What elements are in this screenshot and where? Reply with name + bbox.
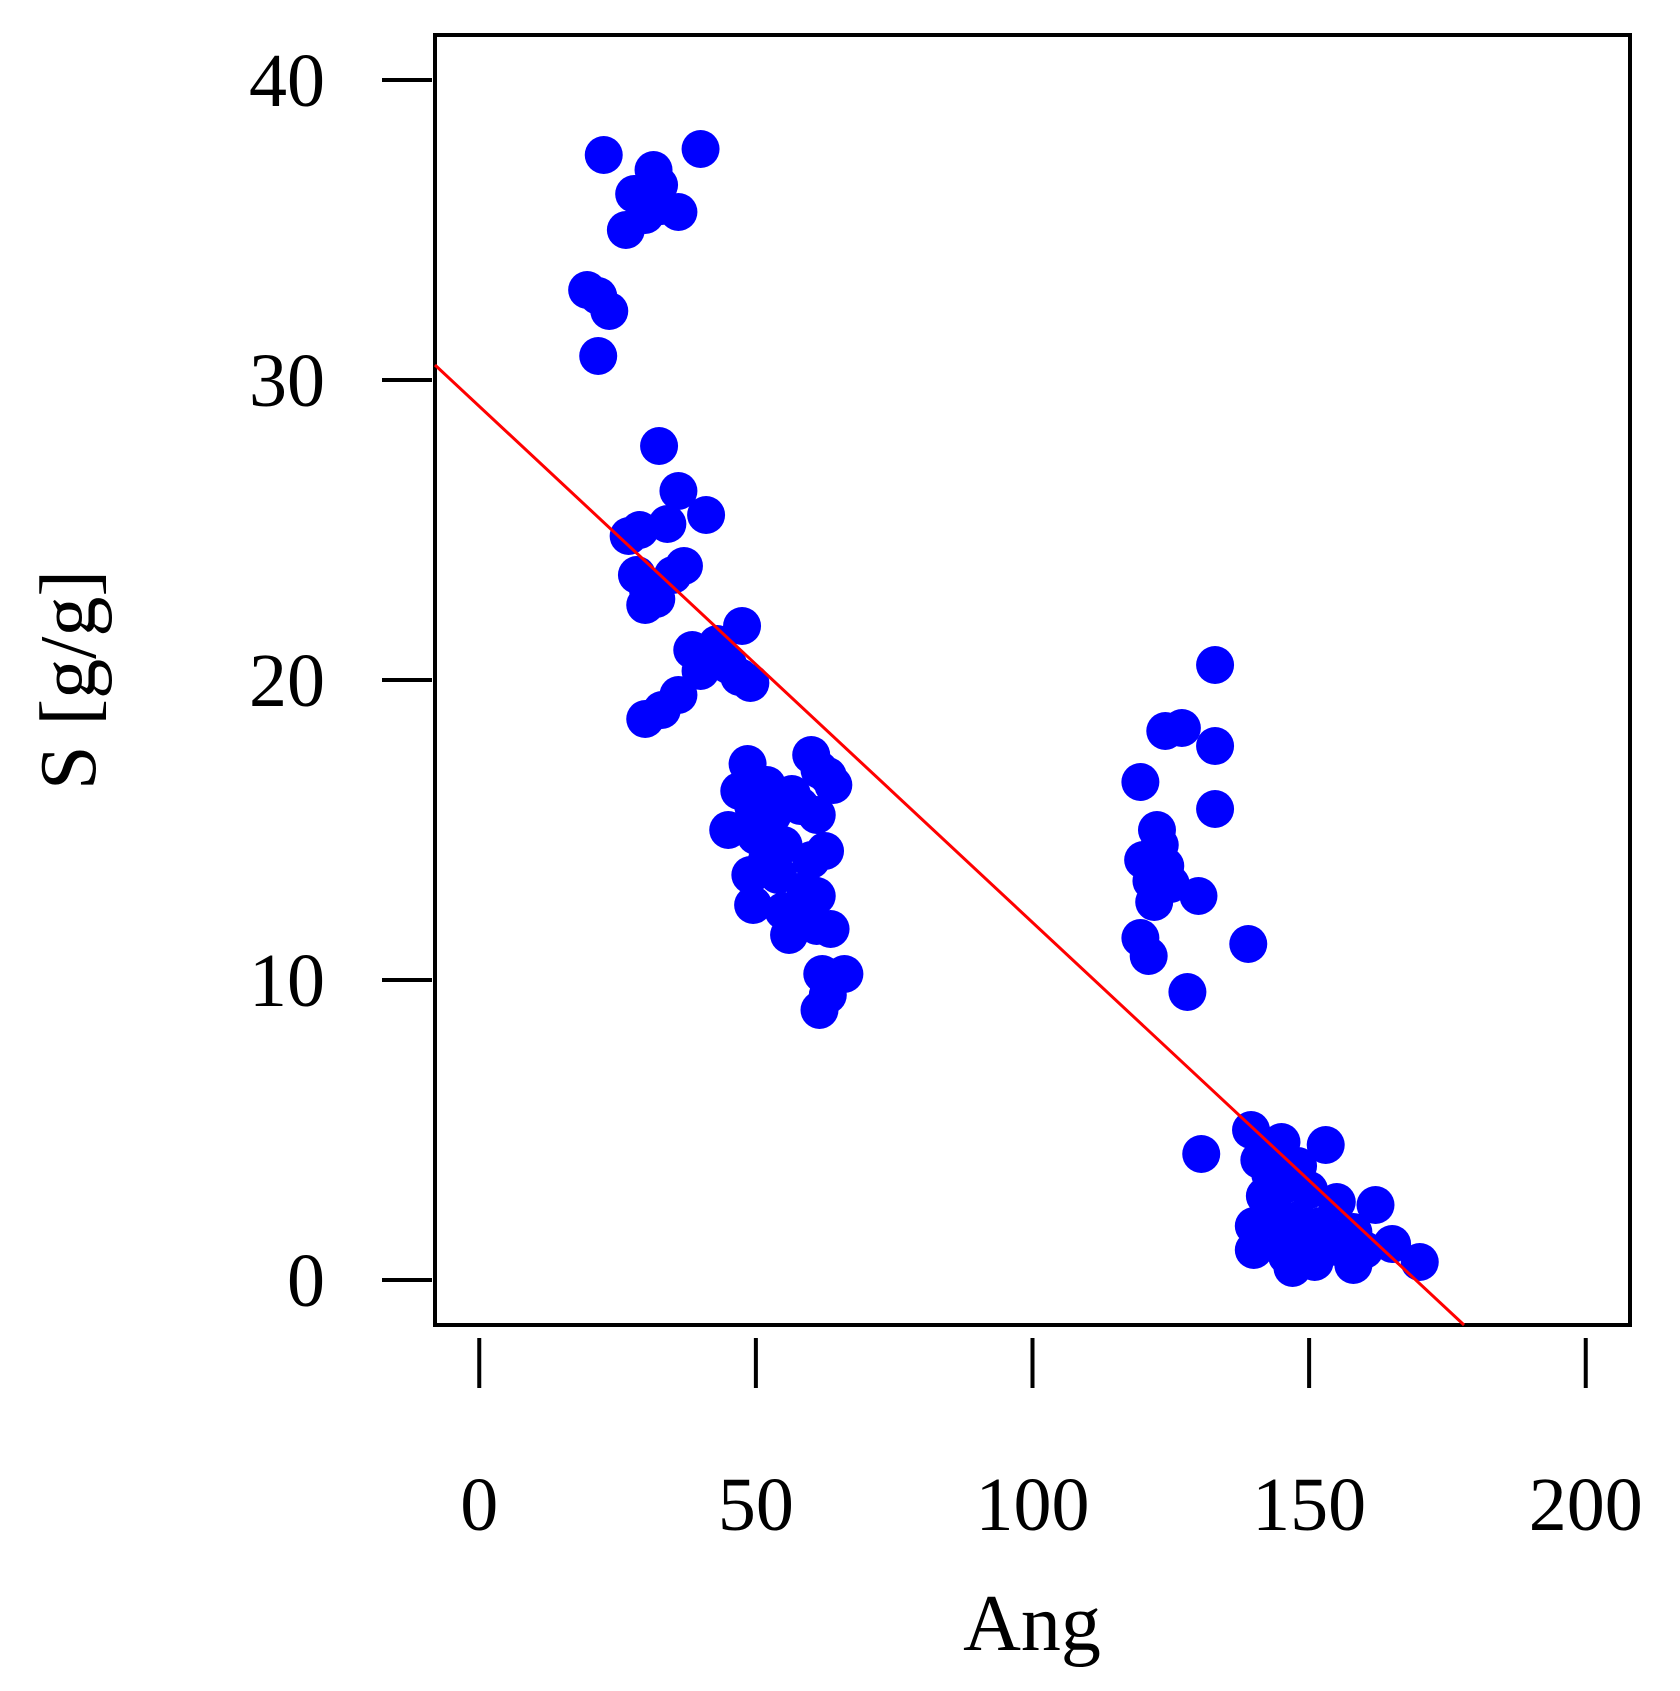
data-point bbox=[1162, 709, 1201, 747]
x-tick-label: 0 bbox=[460, 1463, 498, 1547]
data-point bbox=[1168, 973, 1207, 1011]
data-point bbox=[811, 910, 850, 948]
data-point bbox=[681, 130, 720, 168]
data-point bbox=[1182, 1135, 1221, 1173]
fit-lines bbox=[433, 363, 1466, 1327]
y-tick-label: 30 bbox=[249, 339, 325, 423]
data-point bbox=[1135, 883, 1174, 921]
data-point bbox=[579, 337, 618, 375]
data-point bbox=[659, 472, 698, 510]
x-axis: 0 50 100 150 200 bbox=[460, 1338, 1643, 1547]
x-tick-label: 50 bbox=[718, 1463, 794, 1547]
data-point bbox=[681, 652, 720, 690]
data-point bbox=[606, 211, 645, 249]
plot-frame bbox=[433, 33, 1632, 1327]
data-point bbox=[1232, 1111, 1271, 1149]
data-point bbox=[814, 766, 853, 804]
data-point bbox=[664, 547, 703, 585]
data-point bbox=[1196, 727, 1235, 765]
data-point bbox=[1400, 1243, 1439, 1281]
data-point bbox=[1179, 877, 1218, 915]
regression-line bbox=[433, 363, 1466, 1327]
data-point bbox=[1306, 1126, 1345, 1164]
data-point bbox=[642, 187, 681, 225]
data-point bbox=[770, 916, 809, 954]
data-point bbox=[806, 832, 845, 870]
x-axis-label: Ang bbox=[963, 1580, 1101, 1668]
data-point bbox=[1229, 925, 1268, 963]
x-tick-label: 150 bbox=[1252, 1463, 1366, 1547]
data-point bbox=[640, 427, 679, 465]
y-tick-label: 20 bbox=[249, 639, 325, 723]
y-tick-label: 40 bbox=[249, 39, 325, 123]
data-point bbox=[1334, 1246, 1373, 1284]
data-point bbox=[579, 277, 618, 315]
data-point bbox=[1373, 1225, 1412, 1263]
data-point bbox=[637, 580, 676, 618]
data-point bbox=[734, 886, 773, 924]
data-point bbox=[1121, 763, 1160, 801]
data-point bbox=[731, 664, 770, 702]
data-point bbox=[1129, 937, 1168, 975]
data-point bbox=[584, 136, 623, 174]
data-point bbox=[609, 517, 648, 555]
data-point bbox=[797, 796, 836, 834]
data-point bbox=[626, 700, 665, 738]
data-point bbox=[731, 856, 770, 894]
data-point bbox=[1196, 790, 1235, 828]
y-axis: 0 10 20 30 40 bbox=[249, 39, 432, 1323]
data-point bbox=[1273, 1249, 1312, 1287]
x-tick-label: 100 bbox=[976, 1463, 1090, 1547]
data-points bbox=[568, 130, 1439, 1287]
data-point bbox=[1196, 646, 1235, 684]
data-point bbox=[800, 991, 839, 1029]
data-point bbox=[687, 496, 726, 534]
data-point bbox=[1234, 1231, 1273, 1269]
y-tick-label: 10 bbox=[249, 939, 325, 1023]
y-tick-label: 0 bbox=[287, 1239, 325, 1323]
y-axis-label: S [g/g] bbox=[25, 570, 113, 790]
x-tick-label: 200 bbox=[1529, 1463, 1643, 1547]
data-point bbox=[1356, 1186, 1395, 1224]
